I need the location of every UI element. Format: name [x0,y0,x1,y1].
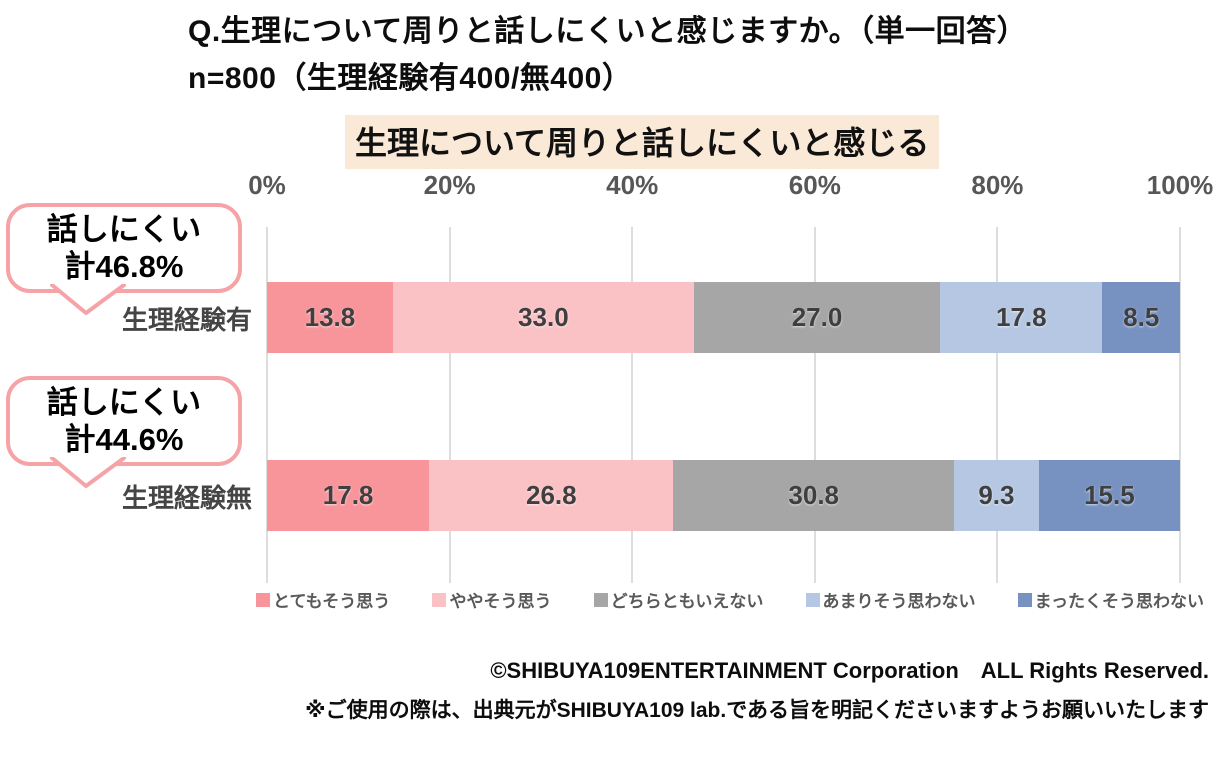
bar-value-label: 33.0 [518,302,569,332]
x-tick-label: 60% [788,170,841,200]
legend-item: あまりそう思わない [805,587,976,612]
chart-title-highlight: 生理について周りと話しにくいと感じる [345,115,940,169]
gridline [631,227,634,583]
legend-item: とてもそう思う [256,587,390,612]
gridline [448,227,451,583]
bar-value-label: 13.8 [304,302,356,332]
gridline [996,227,999,583]
bar-value-label: 30.8 [788,480,840,510]
x-tick-label: 40% [606,170,659,200]
bar-segment: 9.3 [954,460,1039,531]
legend-swatch-icon [805,592,820,607]
legend-item: どちらともいえない [593,587,764,612]
bar-value-label: 26.8 [525,480,577,510]
legend-label: とてもそう思う [273,592,391,611]
legend-label: ややそう思う [449,592,552,611]
bar-segment: 33.0 [392,282,694,353]
callout-line2: 計46.8% [64,249,184,284]
category-label-experienced: 生理経験有 [121,305,252,335]
x-tick-label: 100% [1146,170,1214,200]
legend-swatch-icon [256,592,270,607]
legend-label: まったくそう思わない [1034,592,1204,611]
callout-tail-icon [50,457,126,488]
legend-swatch-icon [1017,592,1032,607]
callout-total-not-experienced: 話しにくい 計44.6% [6,376,242,488]
bar-value-label: 17.8 [995,302,1047,332]
bar-value-label: 17.8 [322,480,374,510]
callout-line2: 計44.6% [64,422,184,457]
bar-segment: 8.5 [1102,282,1180,353]
bar-segment: 26.8 [429,460,674,531]
callout-line1: 話しにくい [46,385,202,420]
stacked-bar: 17.8 26.8 30.8 9.3 15.5 [267,460,1180,531]
bar-segment: 17.8 [940,282,1103,353]
chart-legend: とてもそう思う ややそう思う どちらともいえない あまりそう思わない まったくそう思わな… [256,587,1204,612]
plot-area: 13.8 33.0 27.0 17.8 8.5 17.8 26.8 30.8 9.3 15.5 [266,227,1181,583]
question-title-line1: Q.生理について周りと話しにくいと感じますか。（単一回答） [188,15,1028,48]
callout-tail-icon [50,284,126,315]
bar-value-label: 15.5 [1084,480,1135,510]
legend-swatch-icon [432,592,447,607]
bar-segment: 17.8 [267,460,430,531]
legend-item: まったくそう思わない [1017,587,1204,612]
gridline [813,227,816,583]
bar-value-label: 8.5 [1123,302,1160,332]
question-title-line2: n=800（生理経験有400/無400） [188,62,633,95]
gridline [1179,227,1181,583]
footer-source-note: ※ご使用の際は、出典元がSHIBUYA109 lab.である旨を明記くださいます… [305,699,1209,722]
category-label-not-experienced: 生理経験無 [121,483,252,513]
callout-line1: 話しにくい [46,212,202,247]
x-tick-label: 0% [248,170,286,200]
bar-segment: 30.8 [673,460,955,531]
legend-item: ややそう思う [432,587,551,612]
x-axis-ticks: 0% 20% 40% 60% 80% 100% [248,170,1213,204]
stacked-bar: 13.8 33.0 27.0 17.8 8.5 [267,282,1180,353]
legend-swatch-icon [593,592,608,607]
question-title: Q.生理について周りと話しにくいと感じますか。（単一回答） n=800（生理経験… [188,8,1027,102]
bar-segment: 15.5 [1038,460,1180,531]
legend-label: どちらともいえない [610,592,764,611]
bar-segment: 13.8 [267,282,393,353]
gridline [266,227,268,583]
bar-segment: 27.0 [693,282,941,353]
bar-value-label: 27.0 [791,302,843,332]
legend-label: あまりそう思わない [822,592,976,611]
bar-value-label: 9.3 [978,480,1015,510]
callout-total-experienced: 話しにくい 計46.8% [6,203,242,315]
x-tick-label: 20% [423,170,476,200]
x-tick-label: 80% [971,170,1024,200]
footer-copyright: ©SHIBUYA109ENTERTAINMENT Corporation ALL… [490,658,1209,683]
